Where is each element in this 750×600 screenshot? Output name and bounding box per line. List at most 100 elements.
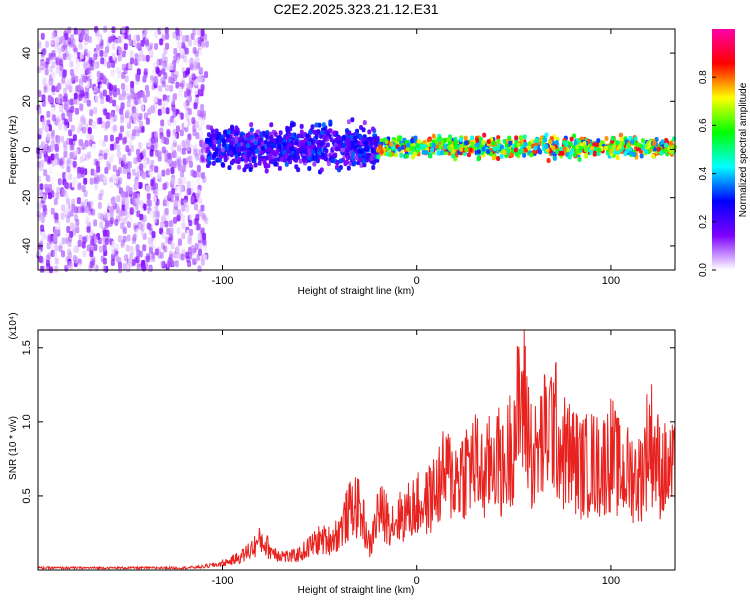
spectrogram-cell — [177, 237, 182, 245]
y-tick-label: 40 — [21, 47, 33, 59]
spectrogram-cell — [86, 225, 91, 233]
spectrogram-cell — [38, 127, 43, 135]
spectrogram-cell — [100, 97, 105, 105]
spectrogram-cell — [62, 52, 67, 60]
spectrogram-cell — [106, 160, 111, 168]
spectrogram-cell — [190, 195, 195, 203]
spectrogram-cell — [78, 94, 83, 102]
spectrogram-cell — [75, 97, 80, 105]
spectrogram-cell — [273, 131, 278, 137]
spectrogram-cell — [91, 99, 96, 107]
spectrogram-cell — [171, 187, 176, 195]
spectrogram-cell — [74, 67, 79, 75]
snr-frame — [37, 329, 676, 571]
spectrogram-cell — [168, 220, 173, 228]
spectrogram-cell — [124, 75, 129, 83]
spectrogram-cell — [172, 110, 177, 118]
spectrogram-cell — [107, 29, 112, 37]
spectrogram-cell — [426, 137, 431, 143]
spectrogram-cell — [191, 92, 196, 100]
spectrogram-cell — [466, 152, 471, 158]
spectrogram-cell — [66, 216, 71, 224]
spectrogram-cell — [560, 150, 565, 156]
spectrogram-cell — [242, 154, 247, 160]
spectrogram-cell — [66, 53, 71, 61]
spectrogram-cell — [249, 134, 254, 140]
spectrogram-cell — [481, 140, 486, 146]
spectrogram-cell — [369, 155, 374, 161]
spectrogram-cell — [198, 196, 203, 204]
spectrogram-cell — [424, 149, 429, 155]
spectrogram-cell — [136, 148, 141, 156]
spectrogram-cell — [189, 228, 194, 236]
spectrogram-cell — [246, 133, 251, 139]
spectrogram-cell — [148, 49, 153, 57]
spectrogram-cell — [136, 210, 141, 218]
spectrogram-cell — [181, 232, 186, 240]
spectrogram-cell — [111, 60, 116, 68]
spectrogram-cell — [142, 214, 147, 222]
spectrogram-cell — [361, 158, 366, 164]
spectrogram-cell — [173, 199, 178, 207]
spectrogram-cell — [470, 135, 475, 141]
spectrogram-cell — [577, 156, 582, 162]
x-tick-label: -100 — [211, 275, 233, 287]
spectrogram-cell — [109, 111, 114, 119]
spectrogram-cell — [52, 251, 57, 259]
spectrogram-cell — [135, 180, 140, 188]
spectrogram-cell — [194, 87, 199, 95]
spectrogram-cell — [126, 92, 131, 100]
spectrogram-cell — [180, 198, 185, 206]
spectrogram-cell — [384, 139, 389, 145]
spectrogram-cell — [211, 160, 216, 166]
spectrogram-cell — [40, 32, 45, 40]
spectrogram-cell — [140, 224, 145, 232]
spectrogram-cell — [176, 214, 181, 222]
spectrogram-cell — [314, 122, 319, 128]
spectrogram-cell — [229, 140, 234, 146]
spectrogram-cell — [39, 265, 44, 273]
spectrogram-cell — [197, 40, 202, 48]
spectrogram-cell — [161, 80, 166, 88]
spectrogram-cell — [81, 45, 86, 53]
spectrogram-cell — [312, 161, 317, 167]
spectrogram-cell — [567, 154, 572, 160]
spectrogram-cell — [121, 196, 126, 204]
spectrogram-cell — [53, 232, 58, 240]
spectrogram-cell — [51, 71, 56, 79]
spectrogram-cell — [434, 143, 439, 149]
spectrogram-cell — [114, 112, 119, 120]
spectrogram-cell — [169, 227, 174, 235]
spectrogram-cell — [77, 171, 82, 179]
spectrogram-cell — [105, 78, 110, 86]
spectrogram-cell — [53, 198, 58, 206]
spectrogram-cell — [152, 195, 157, 203]
spectrogram-cell — [146, 222, 151, 230]
spectrogram-cell — [183, 199, 188, 207]
spectrogram-cell — [664, 142, 669, 148]
spectrogram-cell — [129, 115, 134, 123]
spectrogram-cell — [523, 141, 528, 147]
spectrogram-cell — [139, 163, 144, 171]
spectrogram-cell — [194, 50, 199, 58]
spectrogram-cell — [64, 207, 69, 215]
spectrogram-cell — [464, 147, 469, 153]
spectrogram-cell — [145, 84, 150, 92]
spectrogram-cell — [45, 265, 50, 273]
spectrogram-cell — [393, 152, 398, 158]
spectrogram-cell — [368, 136, 373, 142]
spectrogram-cell — [56, 96, 61, 104]
spectrogram-cell — [632, 152, 637, 158]
spectrogram-cell — [130, 80, 135, 88]
spectrogram-cell — [119, 125, 124, 133]
spectrogram-cell — [95, 29, 100, 37]
spectrogram-cell — [120, 209, 125, 217]
spectrogram-cell — [280, 157, 285, 163]
spectrogram-cell — [121, 82, 126, 90]
spectrogram-cell — [227, 165, 232, 171]
spectrogram-cell — [82, 75, 87, 83]
spectrogram-cell — [175, 245, 180, 253]
spectrogram-cell — [161, 169, 166, 177]
spectrogram-cell — [351, 151, 356, 157]
spectrogram-cell — [76, 197, 81, 205]
